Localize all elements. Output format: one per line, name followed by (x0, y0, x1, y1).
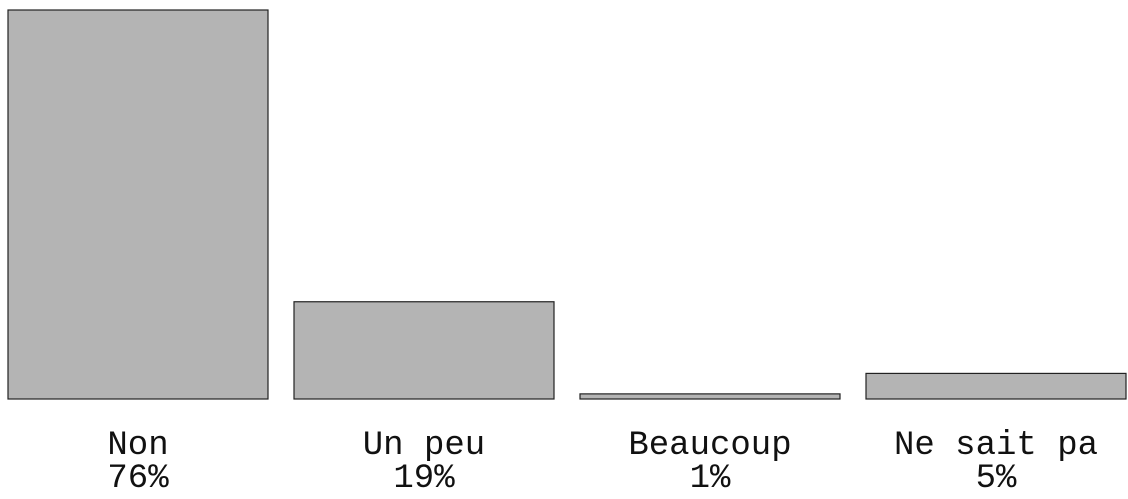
bar (293, 301, 555, 400)
category-label: Ne sait pa (894, 427, 1098, 465)
category-label: Beaucoup (628, 427, 791, 465)
category-label: Non (107, 427, 168, 465)
value-label: 1% (690, 460, 731, 498)
value-label: 19% (393, 460, 455, 498)
bar (865, 372, 1127, 400)
bar (7, 9, 269, 400)
value-label: 76% (107, 460, 169, 498)
value-label: 5% (976, 460, 1017, 498)
bar (579, 393, 841, 400)
category-label: Un peu (363, 427, 485, 465)
